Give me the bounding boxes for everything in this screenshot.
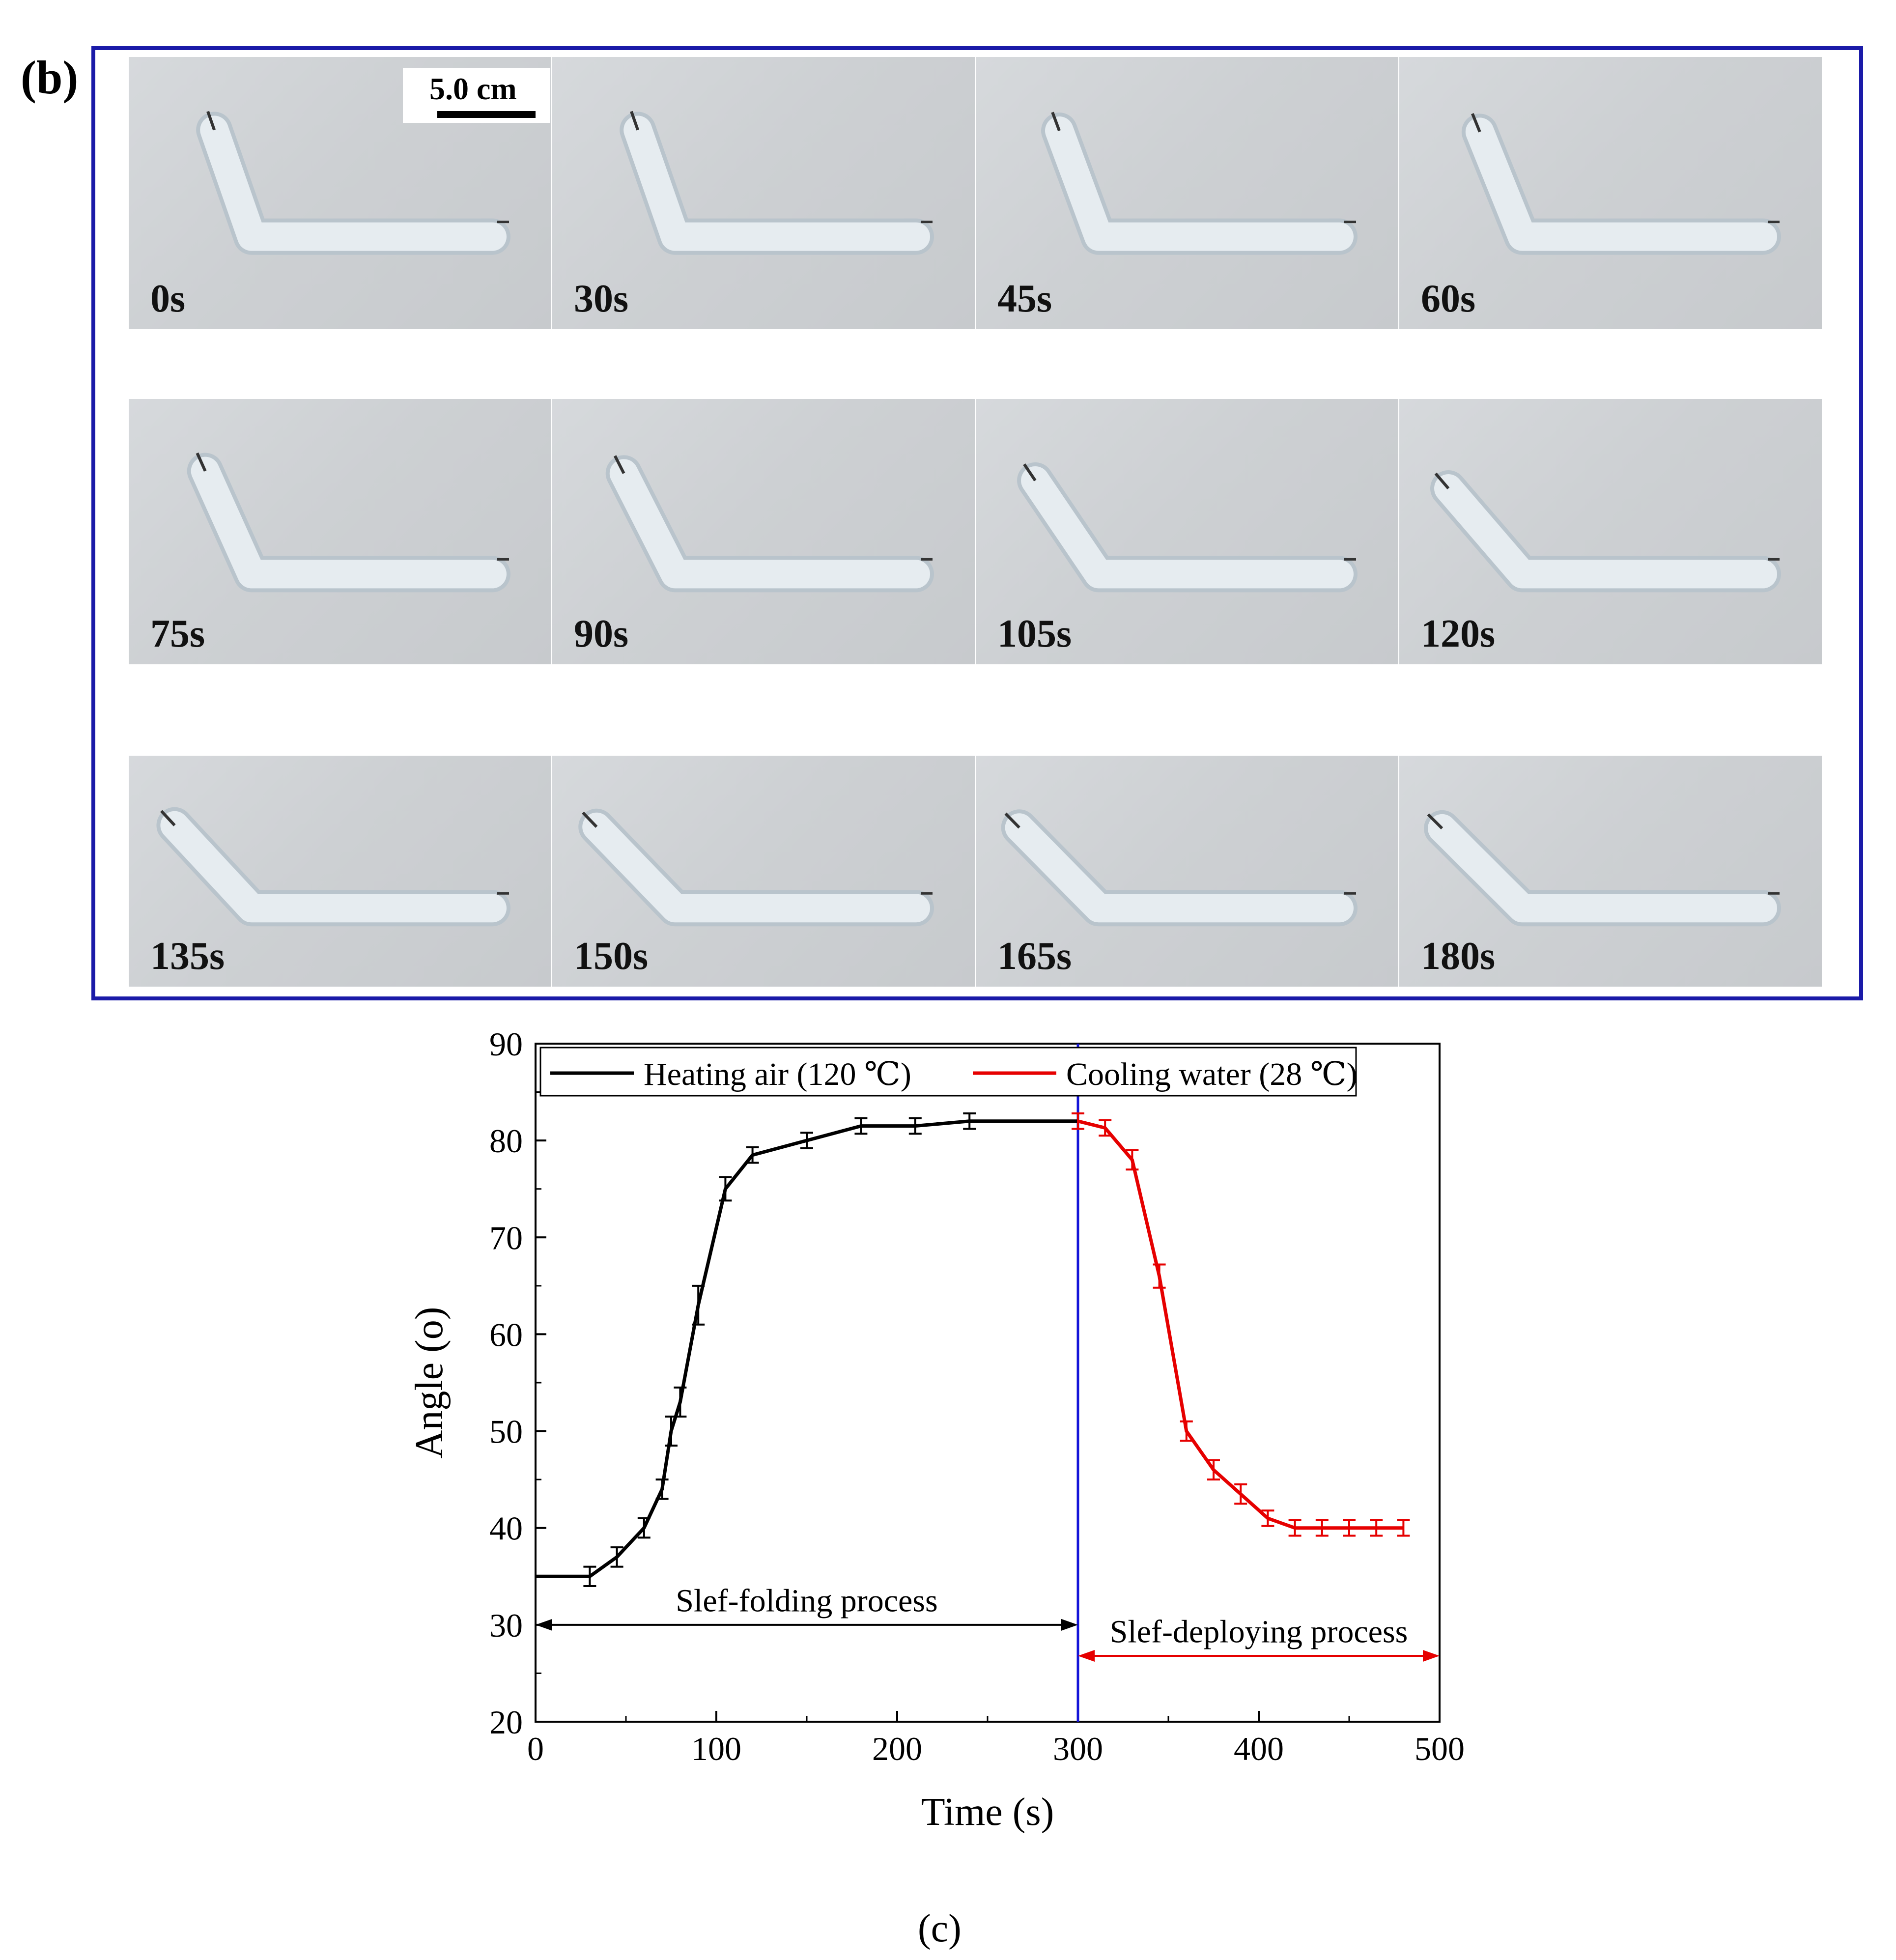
x-tick-label: 100 xyxy=(691,1730,741,1767)
annotation-arrowhead xyxy=(1423,1649,1440,1662)
fold-photo: 0s xyxy=(129,57,551,329)
photo-sequence-frame xyxy=(91,46,1863,1000)
folded-tube-sample xyxy=(187,452,510,593)
x-tick-label: 200 xyxy=(872,1730,922,1767)
annotation-arrowhead xyxy=(1078,1649,1095,1662)
folded-tube-sample xyxy=(605,455,934,593)
annotation-arrowhead xyxy=(1061,1619,1078,1631)
folded-tube-sample xyxy=(620,111,934,255)
x-tick-label: 300 xyxy=(1053,1730,1103,1767)
y-tick-label: 60 xyxy=(489,1316,523,1353)
folded-tube-sample xyxy=(1041,112,1358,255)
scale-bar: 5.0 cm xyxy=(403,68,550,123)
photo-time-label: 90s xyxy=(574,612,629,655)
legend-label: Heating air (120 ℃) xyxy=(644,1056,911,1092)
photo-time-label: 150s xyxy=(574,935,649,978)
annotation-label: Slef-deploying process xyxy=(1110,1614,1408,1650)
chart-svg: 0 100 200 300 400 500 20 30 40 50 60 70 80 90 Time (s)… xyxy=(408,1025,1465,1834)
fold-photo: 180s xyxy=(1399,756,1822,987)
folded-tube-sample xyxy=(578,808,934,927)
fold-photo: 90s xyxy=(552,399,975,664)
photo-time-label: 165s xyxy=(997,935,1072,978)
fold-photo: 60s xyxy=(1399,57,1822,329)
photo-time-label: 120s xyxy=(1421,612,1496,655)
folded-tube-sample xyxy=(1430,470,1781,593)
x-tick-label: 400 xyxy=(1234,1730,1284,1767)
folded-tube-sample xyxy=(1001,809,1358,927)
x-tick-label: 500 xyxy=(1415,1730,1465,1767)
y-tick-label: 90 xyxy=(489,1025,523,1063)
series-line xyxy=(1077,1119,1404,1530)
legend-label: Cooling water (28 ℃) xyxy=(1066,1056,1358,1092)
x-axis-label: Time (s) xyxy=(921,1790,1054,1834)
folded-tube-sample xyxy=(1461,113,1781,255)
legend-box xyxy=(539,1047,1357,1097)
folded-tube-sample xyxy=(1017,462,1358,593)
y-tick-label: 80 xyxy=(489,1122,523,1160)
fold-photo: 30s xyxy=(552,57,975,329)
photo-time-label: 75s xyxy=(150,612,205,655)
fold-photo: 45s xyxy=(976,57,1398,329)
fold-photo: 120s xyxy=(1399,399,1822,664)
photo-time-label: 60s xyxy=(1421,277,1476,320)
y-tick-label: 70 xyxy=(489,1219,523,1256)
scale-bar-line xyxy=(437,111,536,118)
series-line xyxy=(536,1119,1078,1578)
y-tick-label: 50 xyxy=(489,1413,523,1450)
photo-time-label: 135s xyxy=(150,935,225,978)
y-tick-label: 30 xyxy=(489,1607,523,1644)
y-tick-label: 40 xyxy=(489,1510,523,1547)
photo-time-label: 0s xyxy=(150,277,186,320)
panel-b-label: (b) xyxy=(21,51,79,104)
fold-photo: 150s xyxy=(552,756,975,987)
y-axis-label: Angle (o) xyxy=(408,1307,451,1459)
photo-time-label: 30s xyxy=(574,277,629,320)
fold-photo: 75s xyxy=(129,399,551,664)
y-tick-label: 20 xyxy=(489,1704,523,1741)
annotation-label: Slef-folding process xyxy=(676,1583,937,1619)
panel-c-label: (c) xyxy=(918,1907,962,1950)
fold-photo: 165s xyxy=(976,756,1398,987)
x-tick-label: 0 xyxy=(527,1730,544,1767)
scale-bar-label: 5.0 cm xyxy=(429,71,517,106)
angle-time-chart: 0 100 200 300 400 500 20 30 40 50 60 70 80 90 Time (s)… xyxy=(388,1022,1489,1867)
photo-time-label: 105s xyxy=(997,612,1072,655)
fold-photo: 135s xyxy=(129,756,551,987)
photo-time-label: 180s xyxy=(1421,935,1496,978)
photo-time-label: 45s xyxy=(997,277,1052,320)
folded-tube-sample xyxy=(1424,810,1781,927)
folded-tube-sample xyxy=(196,111,510,255)
fold-photo: 105s xyxy=(976,399,1398,664)
annotation-arrowhead xyxy=(536,1619,552,1631)
folded-tube-sample xyxy=(156,807,510,927)
